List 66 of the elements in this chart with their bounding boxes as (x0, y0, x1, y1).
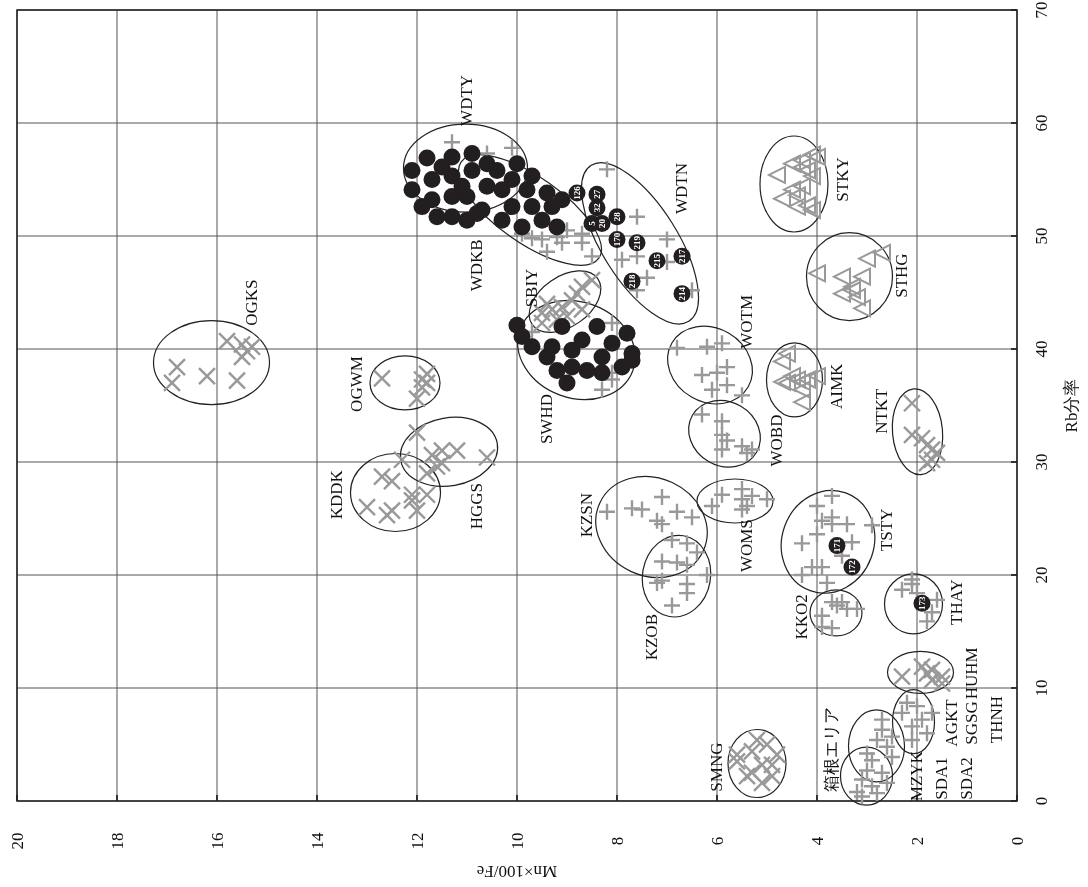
annotation: WOBD (767, 414, 787, 467)
annotation: WDKB (467, 239, 487, 292)
x-tick-label: 8 (607, 836, 627, 846)
annotation: 20 (597, 218, 607, 229)
y-tick-label: 0 (1031, 796, 1051, 806)
annotation: 171 (832, 538, 842, 553)
annotation: SDA2 (957, 757, 977, 800)
annotation: WOMS (737, 519, 757, 573)
annotation: 28 (612, 211, 622, 222)
annotation: 215 (652, 253, 662, 268)
annotation: 172 (847, 559, 857, 574)
y-tick-label: 70 (1031, 1, 1051, 19)
annotation: HUHM (962, 647, 982, 700)
annotation: 126 (572, 185, 582, 200)
annotation: KZSN (577, 492, 597, 538)
annotation: SWHD (537, 394, 557, 445)
annotation: 32 (592, 202, 602, 213)
annotation: 173 (917, 596, 927, 610)
y-tick-label: 20 (1031, 566, 1051, 584)
annotation: STKY (832, 157, 852, 202)
annotation: MZYK (907, 750, 927, 802)
annotation: KDDK (327, 469, 347, 520)
x-tick-label: 6 (707, 836, 727, 846)
annotation: KKO2 (792, 594, 812, 640)
annotation: WDTY (457, 74, 477, 126)
annotation: TSTY (877, 508, 897, 552)
annotation: SMNG (707, 742, 727, 792)
y-tick-label: 30 (1031, 453, 1051, 471)
annotation: SDA1 (932, 757, 952, 800)
x-tick-label: 12 (407, 832, 427, 850)
annotation: 219 (632, 235, 642, 250)
y-tick-label: 50 (1031, 227, 1051, 245)
x-tick-label: 10 (507, 832, 527, 850)
x-tick-label: 14 (307, 832, 327, 850)
annotation: 5 (587, 220, 597, 226)
annotation: OGKS (242, 279, 262, 326)
y-axis-title: Rb分率 (1061, 378, 1081, 433)
annotation: THAY (947, 579, 967, 625)
y-tick-label: 40 (1031, 340, 1051, 358)
annotation: WOTM (737, 294, 757, 349)
x-tick-label: 20 (7, 832, 27, 850)
x-tick-label: 18 (107, 832, 127, 850)
annotation: SBIY (522, 268, 542, 308)
annotation: OGWM (347, 356, 367, 412)
x-axis-title: Mn×100/Fe (476, 861, 558, 881)
annotation: STHG (892, 253, 912, 298)
annotation: AIMK (827, 362, 847, 409)
x-tick-label: 4 (807, 836, 827, 846)
annotation: SGSG (962, 701, 982, 745)
annotation: AGKT (942, 698, 962, 747)
annotation: 箱根エリア (822, 706, 842, 792)
annotation: WDTN (672, 163, 692, 215)
annotation: NTKT (872, 387, 892, 434)
annotation: 217 (677, 249, 687, 264)
annotation: 170 (612, 232, 622, 247)
x-tick-label: 16 (207, 832, 227, 850)
annotation: THNH (987, 696, 1007, 744)
annotation: 218 (627, 273, 637, 288)
annotation: KZOB (642, 614, 662, 661)
annotation: HGGS (467, 482, 487, 530)
x-tick-label: 0 (1007, 836, 1027, 846)
annotation: 214 (677, 286, 687, 301)
annotation: 27 (592, 189, 602, 199)
y-tick-label: 10 (1031, 679, 1051, 697)
x-tick-label: 2 (907, 836, 927, 846)
y-tick-label: 60 (1031, 114, 1051, 132)
